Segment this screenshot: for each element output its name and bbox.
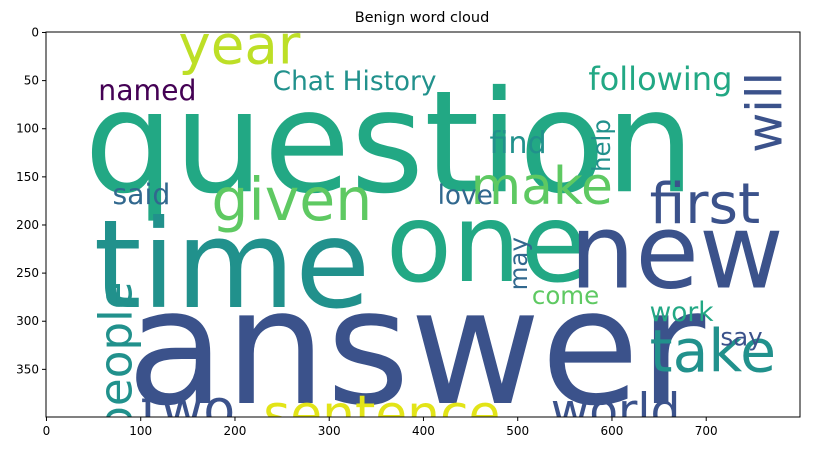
cloud-word: said [112, 178, 170, 211]
cloud-word: Chat History [273, 67, 437, 97]
cloud-word: named [98, 74, 196, 107]
cloud-word: love [438, 181, 493, 211]
y-axis: 0 50 100 150 200 250 300 350 [16, 25, 46, 376]
y-tick-label: 100 [16, 122, 39, 136]
cloud-word: time [94, 193, 371, 336]
x-tick-label: 400 [412, 424, 435, 438]
y-tick-label: 250 [16, 266, 39, 280]
cloud-word: may [504, 237, 533, 290]
cloud-word: two [141, 380, 235, 440]
cloud-word: take [650, 317, 776, 385]
y-tick-label: 0 [31, 25, 39, 39]
cloud-word: answer [127, 254, 706, 441]
cloud-word: following [588, 60, 732, 98]
cloud-word: help [587, 119, 616, 172]
x-tick-label: 0 [43, 424, 51, 438]
cloud-word: one [386, 180, 588, 307]
plot-background [46, 32, 800, 417]
cloud-word: say [720, 322, 762, 351]
y-tick-label: 350 [16, 362, 39, 376]
cloud-word: make [471, 157, 613, 217]
x-tick-label: 200 [224, 424, 247, 438]
x-tick-label: 600 [601, 424, 624, 438]
cloud-word: come [532, 281, 599, 310]
cloud-word: year [178, 12, 300, 76]
y-tick-label: 150 [16, 170, 39, 184]
x-tick-label: 700 [695, 424, 718, 438]
cloud-word: will [737, 72, 794, 153]
cloud-word: sentence [263, 385, 500, 445]
cloud-word: new [570, 193, 784, 313]
x-tick-label: 300 [318, 424, 341, 438]
chart-title: Benign word cloud [355, 10, 490, 26]
x-tick-label: 100 [129, 424, 152, 438]
y-tick-label: 300 [16, 314, 39, 328]
cloud-word: question [84, 61, 695, 225]
cloud-word: world [551, 384, 681, 439]
cloud-word: given [211, 166, 372, 234]
cloud-word: people [89, 281, 142, 434]
x-axis: 0 100 200 300 400 500 600 700 [43, 417, 718, 438]
y-tick-label: 50 [24, 74, 39, 88]
cloud-word: work [650, 298, 715, 328]
x-tick-label: 500 [506, 424, 529, 438]
cloud-word: first [650, 172, 761, 237]
cloud-word: find [489, 126, 546, 161]
y-tick-label: 200 [16, 218, 39, 232]
